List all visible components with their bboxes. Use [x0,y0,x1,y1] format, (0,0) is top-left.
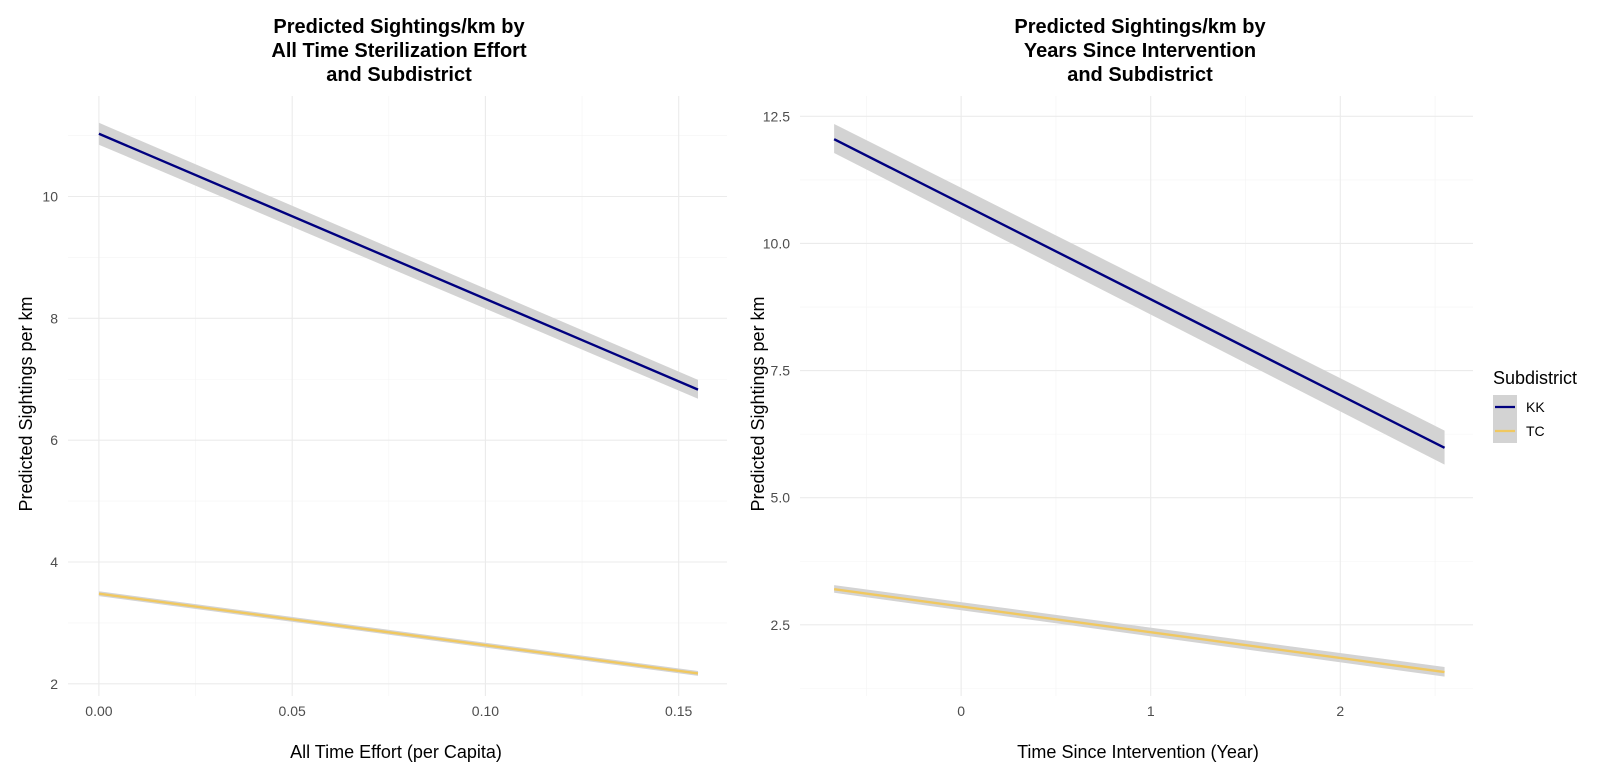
left-gridlines [68,96,727,696]
right-chart-title-line-1: Predicted Sightings/km by [1014,16,1266,38]
right-chart-title-line-2: Years Since Intervention [1024,40,1256,62]
right-series-line-kk [833,138,1446,449]
left-x-tick-labels: 0.00 0.05 0.10 0.15 [85,703,692,719]
left-series-line-kk [98,132,699,391]
right-series-group [833,123,1446,677]
right-y-tick-labels: 2.5 5.0 7.5 10.0 12.5 [763,108,790,632]
right-x-tick-labels: 0 1 2 [957,703,1344,719]
legend-title: Subdistrict [1493,368,1577,388]
legend-item-tc: TC [1493,419,1545,443]
left-y-axis-title: Predicted Sightings per km [16,296,36,511]
right-series-line-tc [833,588,1445,674]
right-x-tick-label: 1 [1147,703,1155,719]
left-x-tick-label: 0.05 [279,703,306,719]
left-y-tick-label: 4 [50,554,58,570]
legend-label-kk: KK [1526,399,1545,415]
left-x-tick-label: 0.15 [665,703,692,719]
legend-item-kk: KK [1493,395,1545,419]
left-y-tick-label: 6 [50,432,58,448]
left-x-tick-label: 0.00 [85,703,112,719]
left-series-group [98,122,699,676]
right-y-tick-label: 7.5 [771,363,791,379]
right-x-axis-title: Time Since Intervention (Year) [1017,742,1259,762]
left-y-tick-label: 10 [42,189,58,205]
left-x-axis-title: All Time Effort (per Capita) [290,742,502,762]
right-y-tick-label: 12.5 [763,108,790,124]
left-chart-title-line-2: All Time Sterilization Effort [271,40,527,62]
right-x-tick-label: 0 [957,703,965,719]
right-y-tick-label: 2.5 [771,617,791,633]
right-y-tick-label: 5.0 [771,490,791,506]
right-y-tick-label: 10.0 [763,235,790,251]
right-gridlines [800,96,1473,696]
left-chart-title-line-3: and Subdistrict [326,64,472,86]
right-x-tick-label: 2 [1336,703,1344,719]
left-chart-title-line-1: Predicted Sightings/km by [273,16,525,38]
right-y-axis-title: Predicted Sightings per km [748,296,768,511]
right-chart-panel: 0 1 2 2.5 5.0 7.5 10.0 12.5 Predicted Sighting… [748,16,1473,762]
right-chart-title-line-3: and Subdistrict [1067,64,1213,86]
left-chart-panel: 0.00 0.05 0.10 0.15 2 4 6 8 10 Predicted Sighti… [16,16,727,762]
left-y-tick-labels: 2 4 6 8 10 [42,189,58,692]
left-series-line-tc [98,592,699,675]
left-y-tick-label: 2 [50,676,58,692]
legend: Subdistrict KK TC [1493,368,1577,443]
left-x-tick-label: 0.10 [472,703,499,719]
left-y-tick-label: 8 [50,310,58,326]
legend-label-tc: TC [1526,423,1545,439]
